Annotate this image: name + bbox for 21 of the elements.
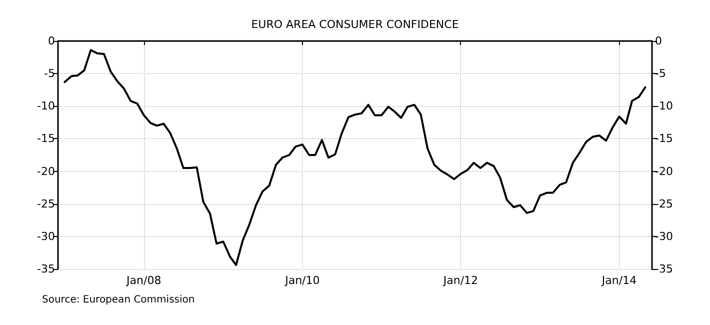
y2-tick-label: -10 [655, 100, 673, 113]
x-tick-label: Jan/12 [442, 274, 478, 287]
y-tick-label: -35 [37, 262, 55, 276]
y-tick-label: -30 [37, 230, 55, 243]
y-tick-label: -20 [37, 164, 55, 178]
chart-title: EURO AREA CONSUMER CONFIDENCE [251, 18, 459, 31]
y-tick-label: -10 [37, 100, 55, 113]
y-tick-label: -5 [44, 67, 55, 80]
y2-tick-label: -15 [655, 132, 673, 146]
y2-tick-label: -35 [655, 262, 673, 276]
x-tick-label: Jan/14 [600, 274, 637, 287]
y2-tick-label: -30 [655, 230, 673, 243]
source-note: Source: European Commission [42, 294, 195, 306]
y2-tick-label: -25 [655, 197, 673, 210]
y-tick-label: -25 [37, 197, 55, 210]
x-tick-label: Jan/10 [284, 274, 320, 287]
x-tick-label: Jan/08 [126, 274, 162, 287]
y2-tick-label: -20 [655, 164, 673, 178]
y2-tick-label: -5 [655, 67, 666, 80]
y-tick-label: -15 [37, 132, 55, 146]
line-series [64, 49, 646, 266]
